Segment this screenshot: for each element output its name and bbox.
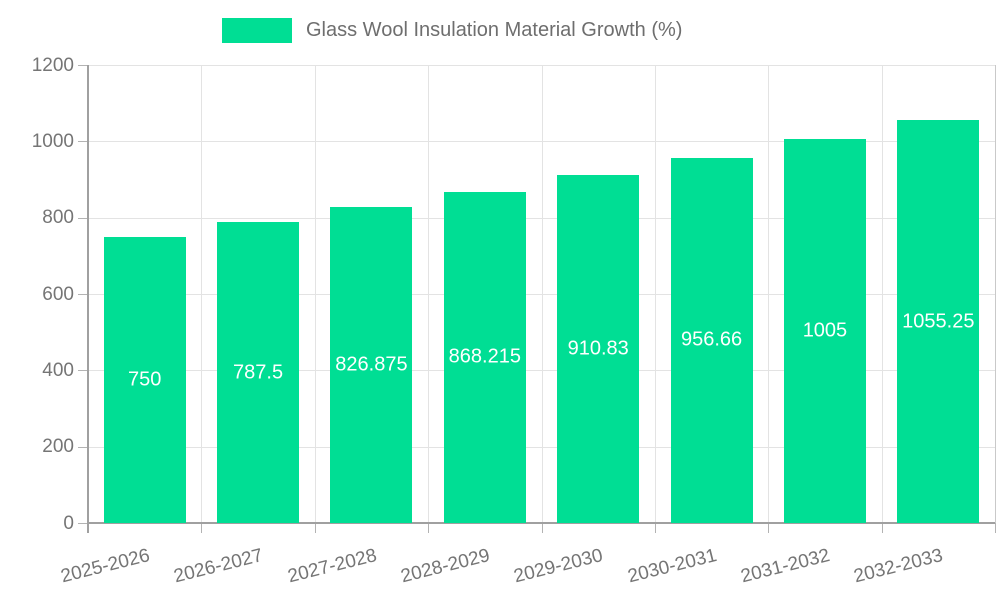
x-gridline bbox=[314, 65, 316, 523]
x-tick-mark bbox=[428, 523, 430, 533]
bar[interactable] bbox=[557, 175, 640, 523]
y-tick-mark bbox=[78, 446, 88, 448]
bar-value-label: 910.83 bbox=[567, 337, 629, 360]
bar-value-label: 1055.25 bbox=[902, 310, 975, 333]
bar-value-label: 750 bbox=[128, 368, 162, 391]
legend-label: Glass Wool Insulation Material Growth (%… bbox=[306, 19, 683, 41]
bar[interactable] bbox=[897, 120, 980, 523]
y-tick-mark bbox=[78, 294, 88, 295]
legend-swatch bbox=[222, 18, 292, 43]
bar[interactable] bbox=[783, 139, 866, 523]
y-axis-line bbox=[87, 65, 89, 533]
bar[interactable] bbox=[103, 236, 186, 523]
x-axis-tick-label: 2029-2030 bbox=[512, 545, 606, 588]
bar[interactable] bbox=[217, 222, 300, 523]
x-axis-tick-label: 2026-2027 bbox=[171, 545, 266, 588]
x-gridline bbox=[541, 65, 543, 523]
x-axis-tick-label: 2027-2028 bbox=[285, 545, 379, 588]
x-tick-mark bbox=[201, 523, 203, 533]
bar-value-label: 868.215 bbox=[448, 345, 521, 368]
x-tick-mark bbox=[768, 523, 770, 533]
y-tick-mark bbox=[78, 141, 88, 143]
bar-value-label: 1005 bbox=[802, 319, 848, 342]
x-tick-mark bbox=[314, 523, 316, 533]
bar-value-label: 956.66 bbox=[680, 328, 743, 351]
y-axis-tick-label: 1000 bbox=[31, 130, 74, 152]
y-axis-tick-label: 1200 bbox=[31, 54, 74, 76]
bar-value-label: 787.5 bbox=[233, 361, 284, 384]
x-gridline bbox=[768, 65, 770, 523]
y-tick-mark bbox=[78, 217, 88, 219]
y-tick-mark bbox=[78, 370, 88, 372]
x-axis-tick-label: 2025-2026 bbox=[58, 545, 152, 588]
x-tick-mark bbox=[995, 523, 996, 533]
y-tick-mark bbox=[78, 523, 88, 524]
y-axis-tick-label: 600 bbox=[42, 283, 74, 305]
bar[interactable] bbox=[330, 207, 413, 523]
x-axis-line bbox=[87, 522, 995, 524]
x-axis-tick-label: 2028-2029 bbox=[398, 545, 492, 588]
x-tick-mark bbox=[541, 523, 543, 533]
x-gridline bbox=[881, 65, 883, 523]
x-tick-mark bbox=[654, 523, 656, 533]
x-gridline bbox=[201, 65, 203, 523]
y-axis-tick-label: 200 bbox=[42, 436, 74, 458]
y-tick-mark bbox=[78, 65, 88, 66]
bar[interactable] bbox=[670, 157, 753, 523]
y-axis-tick-label: 400 bbox=[42, 359, 74, 381]
bar-value-label: 826.875 bbox=[335, 353, 408, 376]
y-axis-tick-label: 0 bbox=[63, 512, 74, 534]
x-axis-tick-label: 2030-2031 bbox=[625, 545, 719, 588]
y-axis-tick-label: 800 bbox=[42, 207, 74, 229]
bar[interactable] bbox=[443, 191, 526, 523]
x-axis-tick-label: 2031-2032 bbox=[738, 545, 833, 588]
x-tick-mark bbox=[881, 523, 883, 533]
x-gridline bbox=[428, 65, 430, 523]
x-axis-tick-label: 2032-2033 bbox=[852, 545, 946, 588]
legend-item[interactable]: Glass Wool Insulation Material Growth (%… bbox=[222, 18, 682, 43]
x-gridline bbox=[654, 65, 656, 523]
plot-right-border bbox=[995, 65, 996, 523]
